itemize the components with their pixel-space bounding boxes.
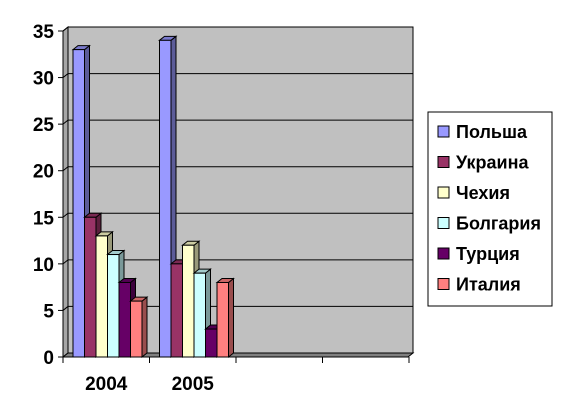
- bar-front: [107, 254, 120, 358]
- gridline: [62, 26, 413, 32]
- legend-swatch: [437, 278, 450, 290]
- x-tick-label: 2004: [85, 374, 128, 395]
- y-tick-label: 10: [33, 255, 54, 276]
- y-tick-label: 30: [33, 69, 54, 90]
- bar-front: [182, 244, 195, 358]
- bar-front: [118, 281, 131, 358]
- gridline: [62, 305, 413, 311]
- bar-front: [216, 281, 229, 358]
- gridline: [62, 73, 413, 78]
- legend: Польша Украина Чехия Болгария Турция Италия: [427, 111, 553, 307]
- x-tick-label: 2005: [172, 374, 215, 395]
- legend-item: Польша: [437, 122, 528, 142]
- bar-front: [130, 300, 143, 358]
- legend-label: Чехия: [456, 183, 510, 203]
- bar-side: [141, 296, 148, 359]
- bar-front: [193, 272, 206, 358]
- legend-swatch: [437, 217, 450, 229]
- legend-label: Украина: [456, 153, 529, 173]
- bar-front: [72, 49, 85, 358]
- y-tick-label: 5: [43, 301, 54, 322]
- legend-item: Украина: [437, 153, 529, 173]
- y-tick-label: 15: [33, 208, 55, 229]
- legend-swatch: [437, 247, 450, 260]
- bar-front: [170, 263, 183, 358]
- bar-side: [228, 277, 234, 359]
- y-tick-label: 0: [43, 348, 54, 369]
- legend-item: Болгария: [437, 214, 541, 234]
- legend-item: Турция: [437, 244, 520, 264]
- y-tick-label: 35: [33, 22, 55, 43]
- legend-item: Италия: [437, 275, 521, 295]
- y-tick-label: 20: [33, 162, 54, 183]
- legend-swatch: [437, 125, 450, 138]
- legend-label: Польша: [456, 122, 528, 142]
- bar-front: [205, 328, 218, 358]
- legend-label: Италия: [456, 275, 521, 295]
- legend-label: Болгария: [456, 214, 541, 234]
- legend-swatch: [437, 186, 450, 199]
- gridline: [62, 166, 413, 172]
- legend-swatch: [437, 156, 450, 168]
- bars: [71, 35, 235, 359]
- y-tick-label: 25: [33, 115, 55, 136]
- gridline: [62, 212, 413, 218]
- legend-label: Турция: [456, 244, 520, 264]
- bar: [215, 277, 235, 359]
- bar-front: [159, 39, 172, 358]
- bar-front: [84, 216, 97, 358]
- bar-front: [95, 235, 108, 358]
- legend-item: Чехия: [437, 183, 510, 203]
- gridline: [62, 259, 413, 265]
- legend-box: [427, 111, 553, 307]
- bar: [129, 296, 149, 359]
- gridline: [62, 119, 413, 125]
- axes: 0 5 10 15 20 25 30 35 2004 2005: [33, 22, 410, 395]
